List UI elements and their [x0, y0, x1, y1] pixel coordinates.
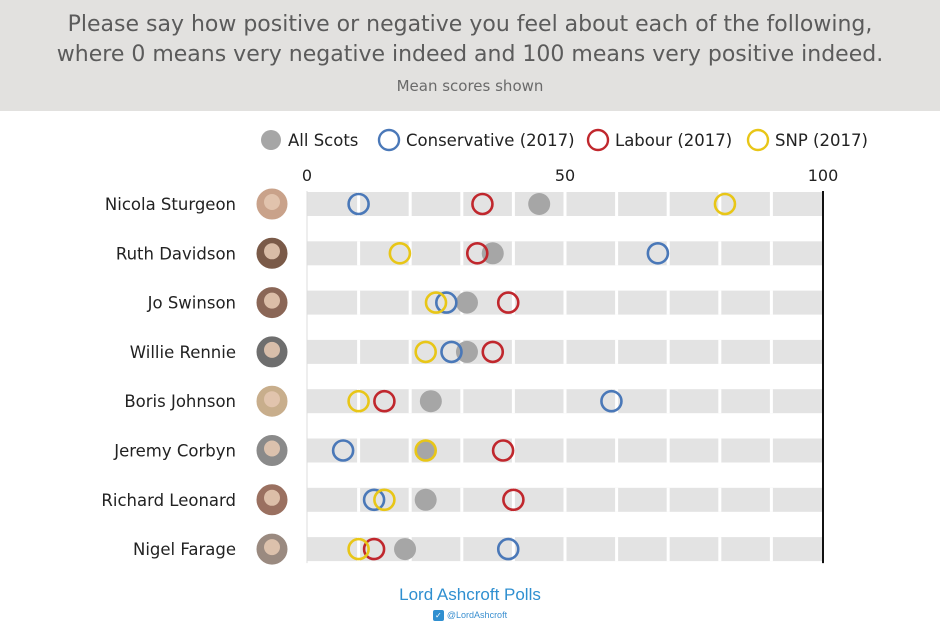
avatar-face-2: [264, 293, 280, 309]
category-label: Ruth Davidson: [116, 244, 236, 263]
legend-label-labour: Labour (2017): [615, 131, 732, 150]
social-handle-row: ✓ @LordAshcroft: [0, 610, 940, 621]
social-handle: @LordAshcroft: [447, 610, 507, 620]
legend-marker-conservative: [379, 130, 399, 150]
dot-plot-chart: All Scots Conservative (2017) Labour (2017…: [0, 0, 940, 580]
legend-label-conservative: Conservative (2017): [406, 131, 575, 150]
category-label: Nigel Farage: [133, 540, 236, 559]
x-tick-label-0: 0: [302, 166, 312, 185]
avatar-face-5: [264, 441, 280, 457]
legend-marker-snp: [748, 130, 768, 150]
category-label: Boris Johnson: [124, 392, 236, 411]
avatar-face-3: [264, 342, 280, 358]
dot-all_scots: [456, 292, 478, 314]
dot-all_scots: [420, 390, 442, 412]
category-label: Nicola Sturgeon: [105, 195, 236, 214]
category-label: Jeremy Corbyn: [113, 442, 236, 461]
avatar-face-7: [264, 539, 280, 555]
category-label: Willie Rennie: [130, 343, 236, 362]
legend-marker-labour: [588, 130, 608, 150]
dot-all_scots: [528, 193, 550, 215]
avatar-face-4: [264, 391, 280, 407]
brand-name: Lord Ashcroft Polls: [0, 585, 940, 605]
x-tick-label-100: 100: [808, 166, 839, 185]
legend-label-snp: SNP (2017): [775, 131, 868, 150]
category-label: Jo Swinson: [147, 294, 236, 313]
avatar-face-6: [264, 490, 280, 506]
category-label: Richard Leonard: [101, 491, 236, 510]
avatar-face-0: [264, 194, 280, 210]
legend-marker-all_scots: [261, 130, 281, 150]
twitter-bird-icon: ✓: [433, 610, 444, 621]
legend-label-all_scots: All Scots: [288, 131, 358, 150]
x-tick-label-50: 50: [555, 166, 575, 185]
dot-all_scots: [415, 489, 437, 511]
dot-all_scots: [394, 538, 416, 560]
avatar-face-1: [264, 243, 280, 259]
